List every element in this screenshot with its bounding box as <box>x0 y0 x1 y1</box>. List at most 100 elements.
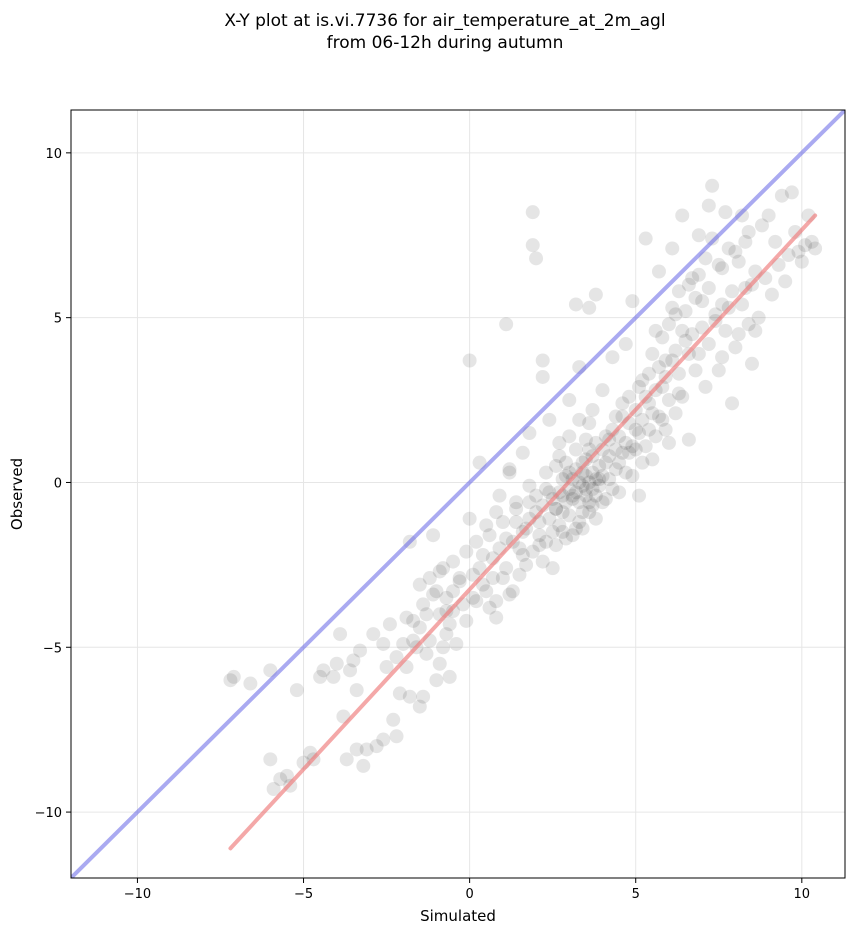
data-point <box>618 465 633 480</box>
x-tick-label: −5 <box>294 887 313 902</box>
data-point <box>366 627 381 642</box>
data-point <box>731 254 746 269</box>
data-point <box>389 729 404 744</box>
data-point <box>412 577 427 592</box>
x-tick-label: 10 <box>794 887 811 902</box>
fit-line <box>228 213 818 851</box>
data-point <box>522 495 537 510</box>
data-point <box>382 617 397 632</box>
data-point <box>469 594 484 609</box>
data-point <box>376 732 391 747</box>
y-tick-label: −5 <box>43 641 62 656</box>
data-point <box>761 208 776 223</box>
data-point <box>675 389 690 404</box>
data-point <box>422 571 437 586</box>
data-point <box>764 287 779 302</box>
data-point <box>701 337 716 352</box>
data-point <box>489 594 504 609</box>
data-point <box>622 445 637 460</box>
data-point <box>565 528 580 543</box>
data-point <box>598 455 613 470</box>
data-point <box>572 495 587 510</box>
data-point <box>359 742 374 757</box>
data-point <box>482 528 497 543</box>
data-point <box>379 660 394 675</box>
data-point <box>582 300 597 315</box>
data-point <box>598 491 613 506</box>
data-point <box>539 465 554 480</box>
data-point <box>671 366 686 381</box>
data-point <box>691 346 706 361</box>
data-point <box>588 287 603 302</box>
data-point <box>705 231 720 246</box>
data-point <box>442 669 457 684</box>
data-point <box>243 676 258 691</box>
data-point <box>638 231 653 246</box>
data-point <box>558 455 573 470</box>
data-point <box>462 511 477 526</box>
data-point <box>741 224 756 239</box>
data-point <box>542 511 557 526</box>
data-point <box>446 604 461 619</box>
data-point <box>356 758 371 773</box>
data-point <box>754 218 769 233</box>
data-point <box>582 442 597 457</box>
data-point <box>688 363 703 378</box>
data-point <box>266 782 281 797</box>
data-point <box>588 488 603 503</box>
data-point <box>671 386 686 401</box>
data-point <box>548 458 563 473</box>
data-point <box>459 544 474 559</box>
data-point <box>721 241 736 256</box>
data-point <box>735 208 750 223</box>
data-point <box>632 426 647 441</box>
data-point <box>502 462 517 477</box>
data-point <box>489 610 504 625</box>
data-point <box>578 482 593 497</box>
data-point <box>475 547 490 562</box>
identity-line <box>71 110 845 878</box>
data-point <box>575 521 590 536</box>
data-point <box>578 452 593 467</box>
data-point <box>728 340 743 355</box>
data-point <box>446 584 461 599</box>
data-point <box>412 620 427 635</box>
data-point <box>562 393 577 408</box>
data-point <box>389 650 404 665</box>
data-point <box>718 323 733 338</box>
data-point <box>509 495 524 510</box>
data-point <box>582 475 597 490</box>
data-point <box>376 636 391 651</box>
data-point <box>715 261 730 276</box>
data-point <box>671 284 686 299</box>
data-point <box>446 554 461 569</box>
data-point <box>419 607 434 622</box>
data-point <box>715 297 730 312</box>
data-point <box>479 518 494 533</box>
data-point <box>605 350 620 365</box>
plot-frame <box>70 109 846 879</box>
data-point <box>313 669 328 684</box>
data-point <box>645 406 660 421</box>
data-point <box>585 498 600 513</box>
chart-title-line-1: X-Y plot at is.vi.7736 for air_temperatu… <box>224 11 665 31</box>
data-point <box>565 488 580 503</box>
data-point <box>691 228 706 243</box>
data-point <box>502 587 517 602</box>
data-point <box>525 205 540 220</box>
data-point <box>804 234 819 249</box>
data-point <box>618 337 633 352</box>
data-point <box>698 251 713 266</box>
y-tick-label: −10 <box>35 806 62 821</box>
data-point <box>725 284 740 299</box>
data-point <box>343 663 358 678</box>
data-point <box>349 683 364 698</box>
data-point <box>728 244 743 259</box>
data-point <box>685 271 700 286</box>
data-point <box>691 267 706 282</box>
data-point <box>452 574 467 589</box>
data-point <box>585 465 600 480</box>
data-point <box>505 584 520 599</box>
data-point <box>618 435 633 450</box>
